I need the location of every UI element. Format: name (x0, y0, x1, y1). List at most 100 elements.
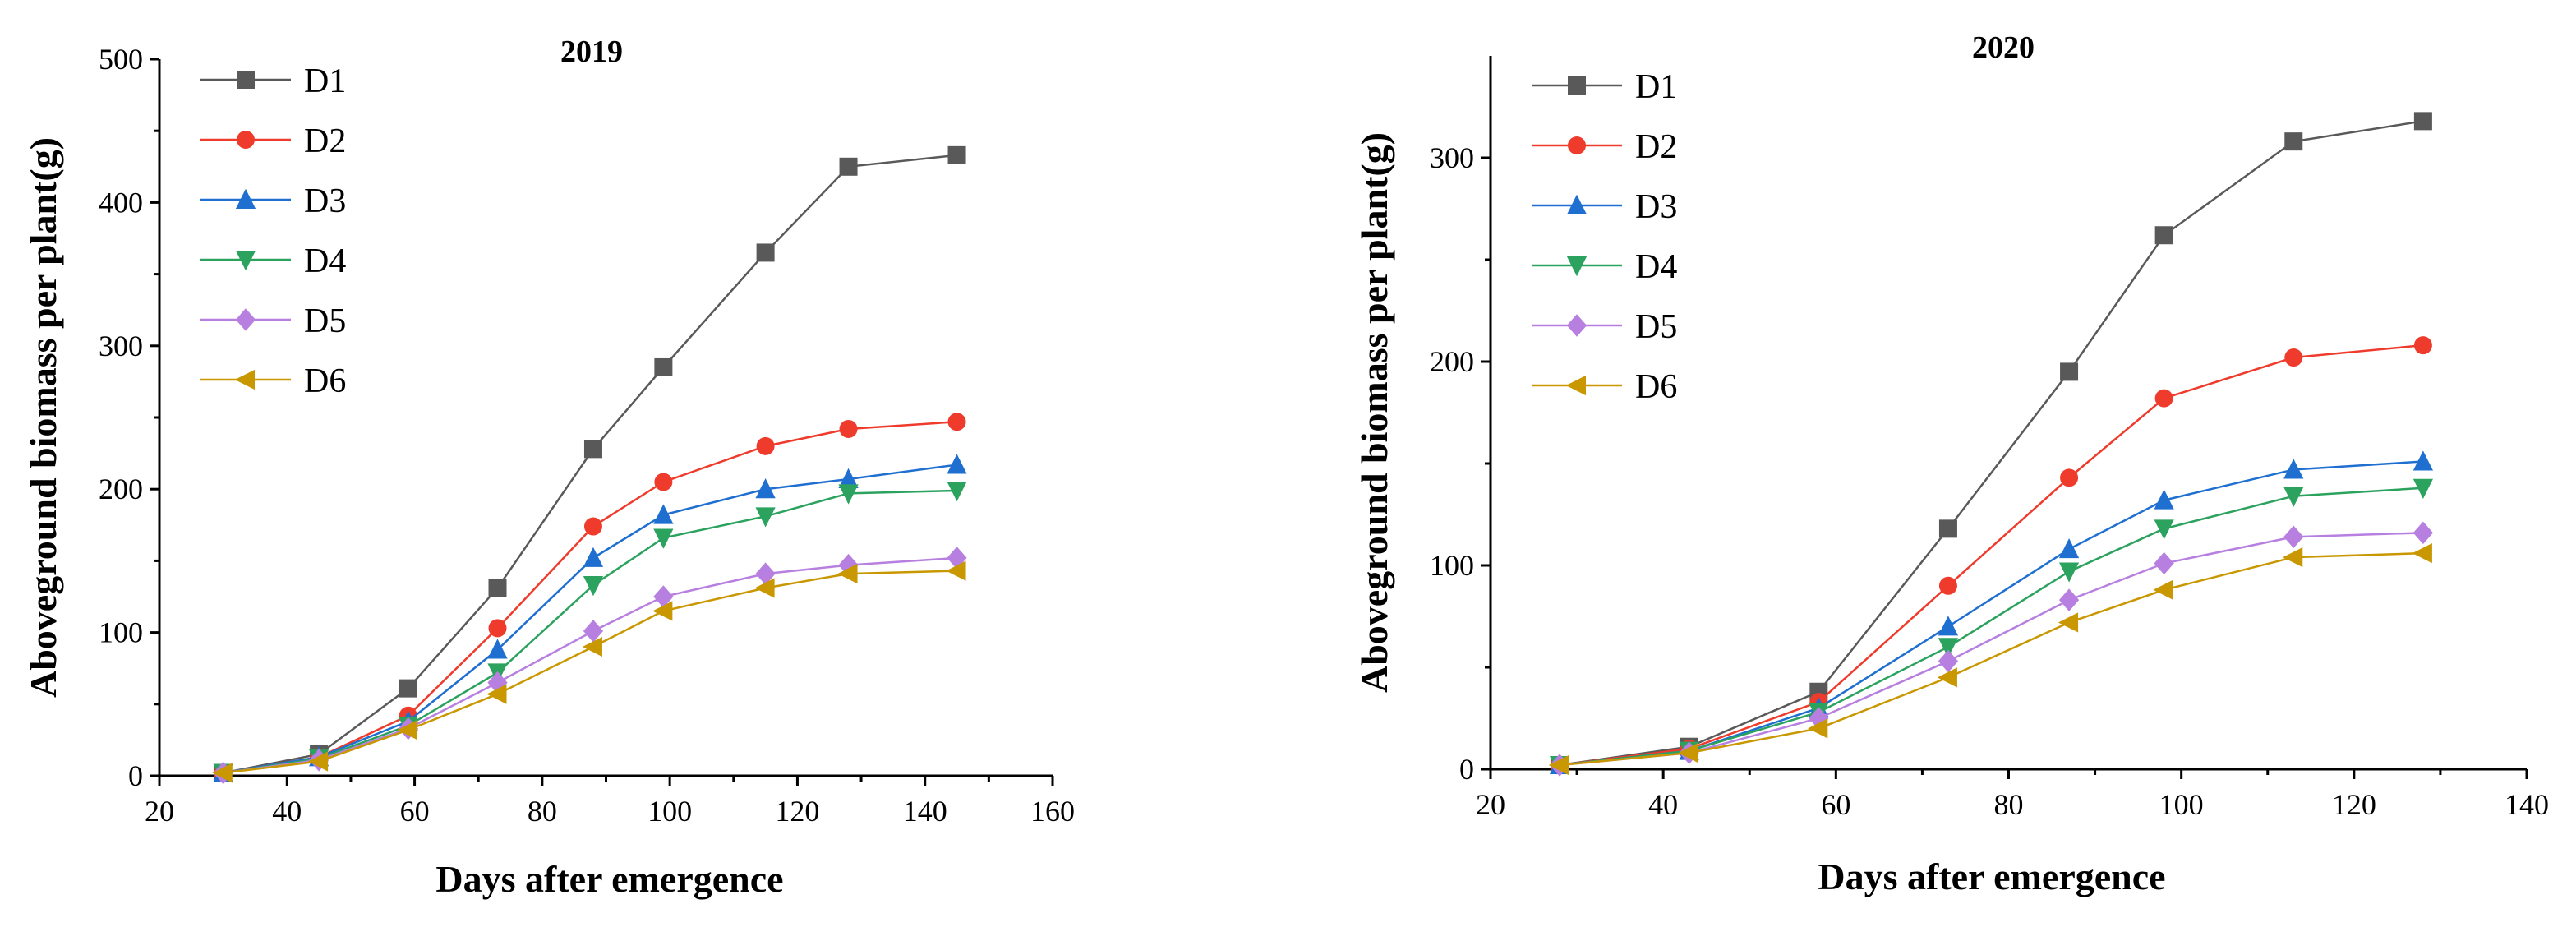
data-point-D6 (946, 560, 966, 581)
legend-label-D6: D6 (1635, 368, 1677, 406)
data-point-D1 (488, 579, 507, 597)
data-point-D6 (1548, 754, 1569, 776)
data-point-D1 (756, 243, 775, 262)
series-D2 (214, 413, 966, 782)
y-tick-label: 0 (128, 759, 143, 792)
data-point-D6 (754, 578, 775, 598)
data-point-D2 (947, 413, 966, 431)
x-tick-label: 120 (775, 795, 819, 828)
x-tick-label: 20 (145, 795, 174, 828)
series-D3 (1549, 450, 2433, 775)
data-point-D4 (755, 507, 776, 528)
data-point-D1 (2060, 362, 2079, 381)
legend-marker-D3 (1566, 194, 1588, 214)
legend-label-D2: D2 (1635, 128, 1677, 166)
x-axis-title: Days after emergence (435, 858, 783, 900)
y-axis-title: Aboveground biomass per plant(g) (22, 137, 64, 698)
x-axis-title: Days after emergence (1818, 856, 2165, 897)
legend: D1 D2 D3 D4 D5 D6 (200, 62, 346, 400)
data-point-D6 (2058, 612, 2079, 633)
legend-marker-D2 (1568, 136, 1586, 154)
legend-marker-D6 (234, 369, 255, 390)
data-point-D3 (2058, 537, 2080, 559)
chart-title: 2020 (1972, 30, 2035, 65)
series-D1 (1551, 112, 2432, 775)
data-point-D1 (947, 145, 966, 164)
data-point-D5 (755, 562, 776, 585)
series-line-D5 (223, 556, 957, 774)
data-point-D1 (2284, 132, 2303, 151)
data-point-D1 (2154, 226, 2173, 245)
legend-marker-D3 (235, 188, 256, 209)
data-point-D6 (212, 763, 233, 783)
data-point-D2 (839, 419, 858, 438)
data-point-D1 (2413, 112, 2432, 131)
x-tick-label: 140 (903, 795, 947, 828)
data-point-D6 (486, 684, 507, 704)
data-point-D3 (2412, 450, 2433, 471)
data-point-D5 (2283, 525, 2304, 549)
y-tick-label: 500 (99, 43, 143, 76)
data-point-D5 (2058, 588, 2080, 611)
data-point-D6 (1808, 718, 1828, 739)
x-tick-label: 80 (528, 795, 557, 828)
legend-label-D6: D6 (304, 362, 346, 400)
y-tick-label: 100 (99, 616, 143, 649)
data-point-D1 (583, 440, 602, 459)
series-D6 (1548, 543, 2432, 776)
y-tick-label: 300 (99, 330, 143, 362)
data-point-D6 (1678, 743, 1698, 763)
x-tick-label: 100 (2159, 788, 2204, 821)
series-D1 (214, 145, 966, 782)
data-point-D3 (2283, 459, 2304, 479)
data-point-D4 (583, 576, 604, 597)
legend-marker-D6 (1565, 375, 1586, 396)
data-point-D4 (653, 528, 674, 549)
data-point-D6 (307, 751, 329, 772)
data-point-D3 (838, 468, 859, 488)
legend-marker-D4 (1566, 256, 1588, 277)
legend-marker-D2 (237, 131, 255, 149)
data-point-D1 (839, 157, 858, 176)
data-point-D2 (1938, 576, 1957, 595)
legend-marker-D5 (1566, 314, 1588, 337)
data-point-D1 (1938, 519, 1957, 538)
legend-label-D3: D3 (1635, 188, 1677, 226)
data-point-D4 (2154, 519, 2174, 540)
x-tick-label: 160 (1030, 795, 1075, 828)
data-point-D2 (756, 436, 775, 455)
data-point-D6 (582, 636, 602, 657)
data-point-D2 (2154, 389, 2173, 408)
data-point-D1 (654, 357, 673, 376)
data-point-D6 (2412, 543, 2432, 564)
legend-label-D4: D4 (304, 242, 346, 280)
data-point-D2 (583, 517, 602, 536)
data-point-D1 (399, 679, 417, 698)
chart-2020: 20 40 60 80 100 120 140 0 100 200 300 2020 Days afte… (1353, 30, 2549, 897)
data-point-D2 (488, 619, 507, 638)
legend-label-D1: D1 (1635, 68, 1677, 106)
data-point-D3 (583, 547, 604, 567)
series-line-D6 (1559, 551, 2423, 767)
x-tick-label: 100 (647, 795, 692, 828)
series-line-D5 (1559, 532, 2423, 767)
series-line-D4 (1559, 487, 2423, 767)
x-tick-label: 60 (1821, 788, 1850, 821)
data-point-D2 (2284, 348, 2303, 367)
x-tick-label: 80 (1994, 788, 2024, 821)
x-tick-label: 60 (400, 795, 430, 828)
legend-label-D2: D2 (304, 122, 346, 160)
data-point-D6 (2153, 579, 2173, 600)
x-tick-label: 140 (2505, 788, 2549, 821)
data-point-D2 (654, 473, 673, 491)
series-line-D2 (1559, 344, 2424, 767)
data-point-D3 (755, 478, 776, 499)
data-point-D3 (2154, 489, 2174, 510)
y-axis-title: Aboveground biomass per plant(g) (1353, 132, 1395, 693)
legend-marker-D4 (235, 251, 256, 271)
data-point-D4 (2283, 487, 2304, 507)
series-D4 (1549, 478, 2433, 777)
legend-marker-D1 (237, 71, 255, 89)
data-point-D4 (947, 481, 967, 502)
legend-label-D5: D5 (304, 302, 346, 340)
